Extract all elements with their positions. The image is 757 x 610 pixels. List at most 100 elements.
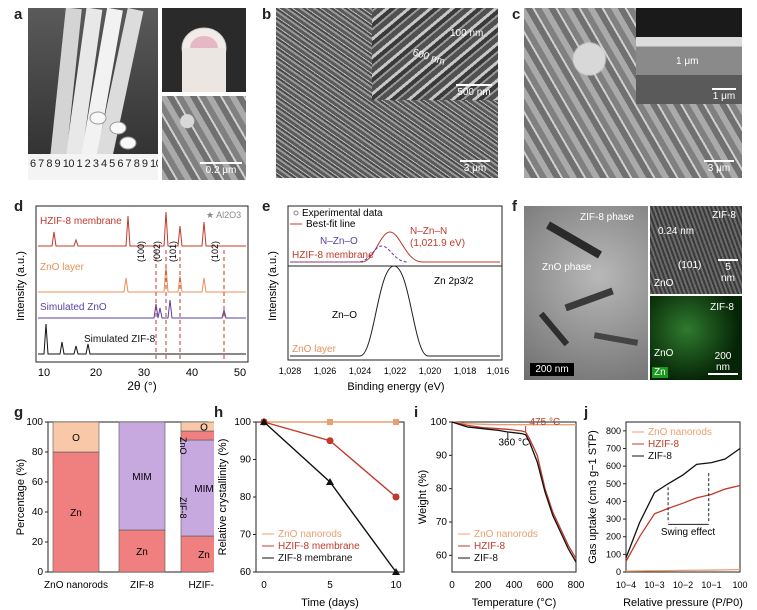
bar-segment-label: Zn — [136, 547, 148, 558]
panel-label-h: h — [214, 404, 224, 421]
legend-label: HZIF-8 — [474, 541, 506, 552]
data-point — [392, 493, 400, 501]
scale-bar-f-map: 200 nm — [708, 351, 738, 376]
hrtem-label-zno: ZnO — [654, 278, 674, 289]
scale-bar-f: 200 nm — [530, 363, 574, 376]
xps-zno-fit — [290, 265, 500, 357]
x-tick-label: ZIF-8 — [130, 580, 154, 591]
scale-bar-c-inset: 1 μm — [712, 88, 736, 102]
hrtem-image: ZIF-8 0.24 nm (101) ZnO 5 nm — [650, 206, 742, 294]
x-tick-label: 0 — [261, 580, 267, 591]
scale-label-f-map: 200 nm — [714, 351, 732, 373]
panel-label-j: j — [584, 404, 589, 421]
x-tick-label: 10−1 — [701, 580, 721, 590]
sem-top-view-c: 1 μm 1 μm 3 μm — [524, 8, 742, 178]
bar-segment — [180, 535, 214, 573]
plot-frame — [625, 421, 741, 573]
bar-segment-label: O — [72, 433, 80, 444]
panel-label-i: i — [414, 404, 419, 421]
xrd-xtick: 50 — [234, 367, 246, 379]
x-tick-label: ZnO nanorods — [44, 580, 108, 591]
bar-segment — [52, 451, 100, 573]
y-tick-label: 80 — [32, 447, 44, 458]
series-line — [451, 421, 576, 426]
bar-segment-label: Zn — [70, 508, 82, 519]
tem-label-zif-phase: ZIF-8 phase — [580, 212, 634, 223]
y-tick-label: 40 — [32, 507, 44, 518]
xps-ylabel: Intensity (a.u.) — [267, 251, 279, 321]
chart-i-tga: Weight (%) Temperature (°C) 60 70 80 90 100 0 20… — [417, 417, 585, 609]
eds-label-zif8: ZIF-8 — [710, 302, 734, 313]
legend-label: ZnO nanorods — [474, 529, 538, 540]
y-tick-label: 0 — [37, 567, 43, 578]
data-point — [393, 419, 399, 425]
xps-xlabel: Binding energy (eV) — [347, 381, 444, 393]
tube-bundle-photo: 6 7 8 9 10 1 2 3 4 5 6 7 8 9 10 — [28, 8, 158, 180]
annotation-1um: 1 μm — [676, 56, 699, 67]
scale-label-b-inset: 500 nm — [457, 87, 491, 98]
y-tick-label: 100 — [430, 417, 447, 428]
x-tick-label: 0 — [449, 580, 455, 591]
bar-segment — [52, 421, 100, 453]
y-tick-label: 90 — [436, 450, 448, 461]
legend-label: ZIF-8 — [474, 553, 498, 564]
series-line — [625, 484, 741, 562]
x-tick-label: 10 — [390, 580, 402, 591]
xps-legend-marker — [293, 210, 299, 216]
x-tick-label: 10−4 — [616, 580, 636, 590]
xrd-ylabel: Intensity (a.u.) — [15, 251, 27, 321]
y-tick-label: 300 — [606, 514, 621, 524]
data-point — [326, 437, 334, 445]
bar-segment — [118, 421, 166, 531]
xrd-peak-label: (102) — [210, 241, 220, 262]
hrtem-label-d: 0.24 nm — [658, 226, 695, 237]
y-tick-label: 60 — [240, 567, 252, 578]
xps-label-hzif8: HZIF-8 membrane — [292, 250, 374, 261]
tem-label-zno-phase: ZnO phase — [542, 262, 592, 273]
panel-label-f: f — [512, 198, 517, 215]
data-point — [260, 418, 268, 425]
x-tick-label: 10−2 — [673, 580, 693, 590]
scale-label-c-inset: 1 μm — [712, 91, 736, 102]
y-tick-label: 400 — [606, 496, 621, 506]
y-tick-label: 0 — [616, 567, 621, 577]
series-line — [451, 421, 577, 563]
tubes-drawing — [28, 8, 158, 180]
x-axis-label: Time (days) — [301, 597, 359, 609]
xps-panel: Intensity (a.u.) Binding energy (eV) 1,0… — [267, 205, 509, 393]
annotation-100nm: 100 nm — [450, 28, 484, 39]
xps-label-nznn: N–Zn–N — [410, 226, 447, 237]
sem-top-view-b: 100 nm 600 nm 500 nm 3 μm — [276, 8, 498, 178]
xrd-xtick: 30 — [138, 367, 150, 379]
series-line — [263, 421, 397, 498]
xrd-legend-al2o3: ★ Al2O3 — [206, 210, 241, 220]
series-line — [625, 568, 741, 572]
scale-bar-b-inset: 500 nm — [456, 84, 492, 98]
xrd-xtick: 20 — [90, 367, 102, 379]
xps-xtick: 1,028 — [279, 366, 302, 376]
scale-label-f: 200 nm — [535, 364, 569, 375]
xrd-trace-hzif8 — [38, 211, 246, 247]
xrd-xtick: 10 — [38, 367, 50, 379]
xps-label-zno-peak: Zn–O — [332, 310, 357, 321]
scale-label-f-hr: 5 nm — [721, 262, 735, 284]
y-tick-label: 20 — [32, 537, 44, 548]
xps-xtick: 1,018 — [454, 366, 477, 376]
sem-cross-section-c: 1 μm 1 μm — [636, 8, 742, 104]
x-tick-label: 600 — [537, 580, 554, 591]
xps-label-nzno: N–Zn–O — [320, 236, 358, 247]
chart-j-gas-uptake: Gas uptake (cm3 g−1 STP) Relative pressur… — [587, 421, 748, 609]
y-tick-label: 700 — [606, 443, 621, 453]
xps-legend-exp: Experimental data — [302, 208, 383, 219]
xrd-peak-label: (101) — [168, 241, 178, 262]
series-line — [625, 447, 741, 559]
tem-image: ZIF-8 phase ZnO phase 200 nm — [524, 206, 648, 380]
y-tick-label: 90 — [240, 455, 252, 466]
panel-label-a: a — [14, 6, 23, 23]
data-point — [326, 478, 334, 485]
y-tick-label: 600 — [606, 461, 621, 471]
y-tick-label: 500 — [606, 479, 621, 489]
scale-bar-f-hr: 5 nm — [718, 259, 738, 284]
bar-segment — [180, 439, 214, 537]
